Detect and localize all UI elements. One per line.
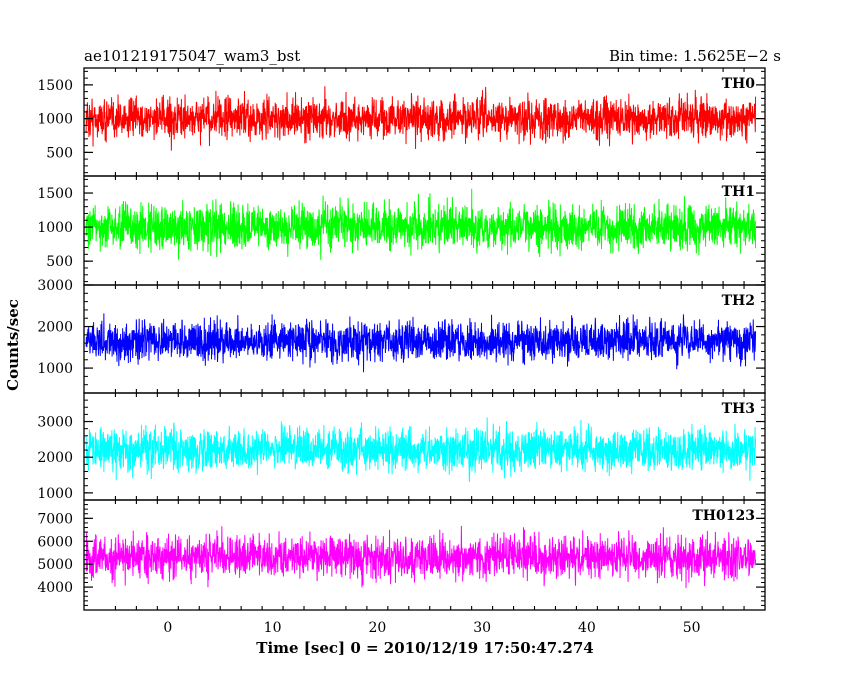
y-tick-label: 1000: [37, 112, 73, 128]
panel-th2: 1000 2000 3000 TH2: [37, 278, 766, 394]
y-tick-label: 6000: [37, 534, 73, 550]
panel-th3: 1000 2000 3000 TH3: [37, 392, 766, 502]
y-tick-label: 2000: [37, 450, 73, 466]
y-tick-label: 5000: [37, 557, 73, 573]
x-tick-label: 0: [163, 620, 172, 636]
panel-label-th3: TH3: [722, 401, 755, 417]
y-tick-label: 500: [46, 145, 73, 161]
series-line-th0123: [85, 525, 757, 589]
y-tick-label: 4000: [37, 580, 73, 596]
panels-group: 500 1000 1500 TH0 500 1000 1500 TH1 1000 2000 3000…: [37, 67, 766, 611]
y-tick-label: 2000: [37, 320, 73, 336]
y-tick-label: 7000: [37, 511, 73, 527]
chart-title-right: Bin time: 1.5625E−2 s: [609, 47, 781, 65]
y-tick-label: 3000: [37, 415, 73, 431]
x-tick-label: 20: [368, 620, 386, 636]
y-tick-label: 500: [46, 254, 73, 270]
panel-label-th1: TH1: [722, 184, 755, 200]
panel-th0: 500 1000 1500 TH0: [37, 67, 766, 177]
y-tick-label: 1500: [37, 186, 73, 202]
y-tick-label: 3000: [37, 278, 73, 294]
chart-title-left: ae101219175047_wam3_bst: [84, 47, 300, 65]
y-tick-label: 1000: [37, 361, 73, 377]
series-line-th2: [85, 313, 757, 373]
panel-label-th0: TH0: [722, 76, 756, 92]
x-tick-label: 40: [578, 620, 596, 636]
y-tick-label: 1000: [37, 220, 73, 236]
series-line-th1: [85, 188, 757, 260]
x-tick-label: 30: [473, 620, 491, 636]
x-axis-label: Time [sec] 0 = 2010/12/19 17:50:47.274: [256, 639, 593, 657]
panel-label-th0123: TH0123: [692, 508, 755, 524]
x-tick-label: 50: [683, 620, 701, 636]
panel-label-th2: TH2: [722, 293, 755, 309]
x-axis-tick-labels: 0 10 20 30 40 50: [163, 620, 700, 636]
x-tick-label: 10: [264, 620, 282, 636]
series-line-th3: [85, 417, 757, 482]
y-tick-label: 1500: [37, 78, 73, 94]
series-line-th0: [85, 86, 757, 151]
panel-th0123: 4000 5000 6000 7000 TH0123: [37, 499, 766, 611]
panel-th1: 500 1000 1500 TH1: [37, 175, 766, 286]
y-tick-label: 1000: [37, 486, 73, 502]
y-axis-label: Counts/sec: [4, 299, 22, 391]
